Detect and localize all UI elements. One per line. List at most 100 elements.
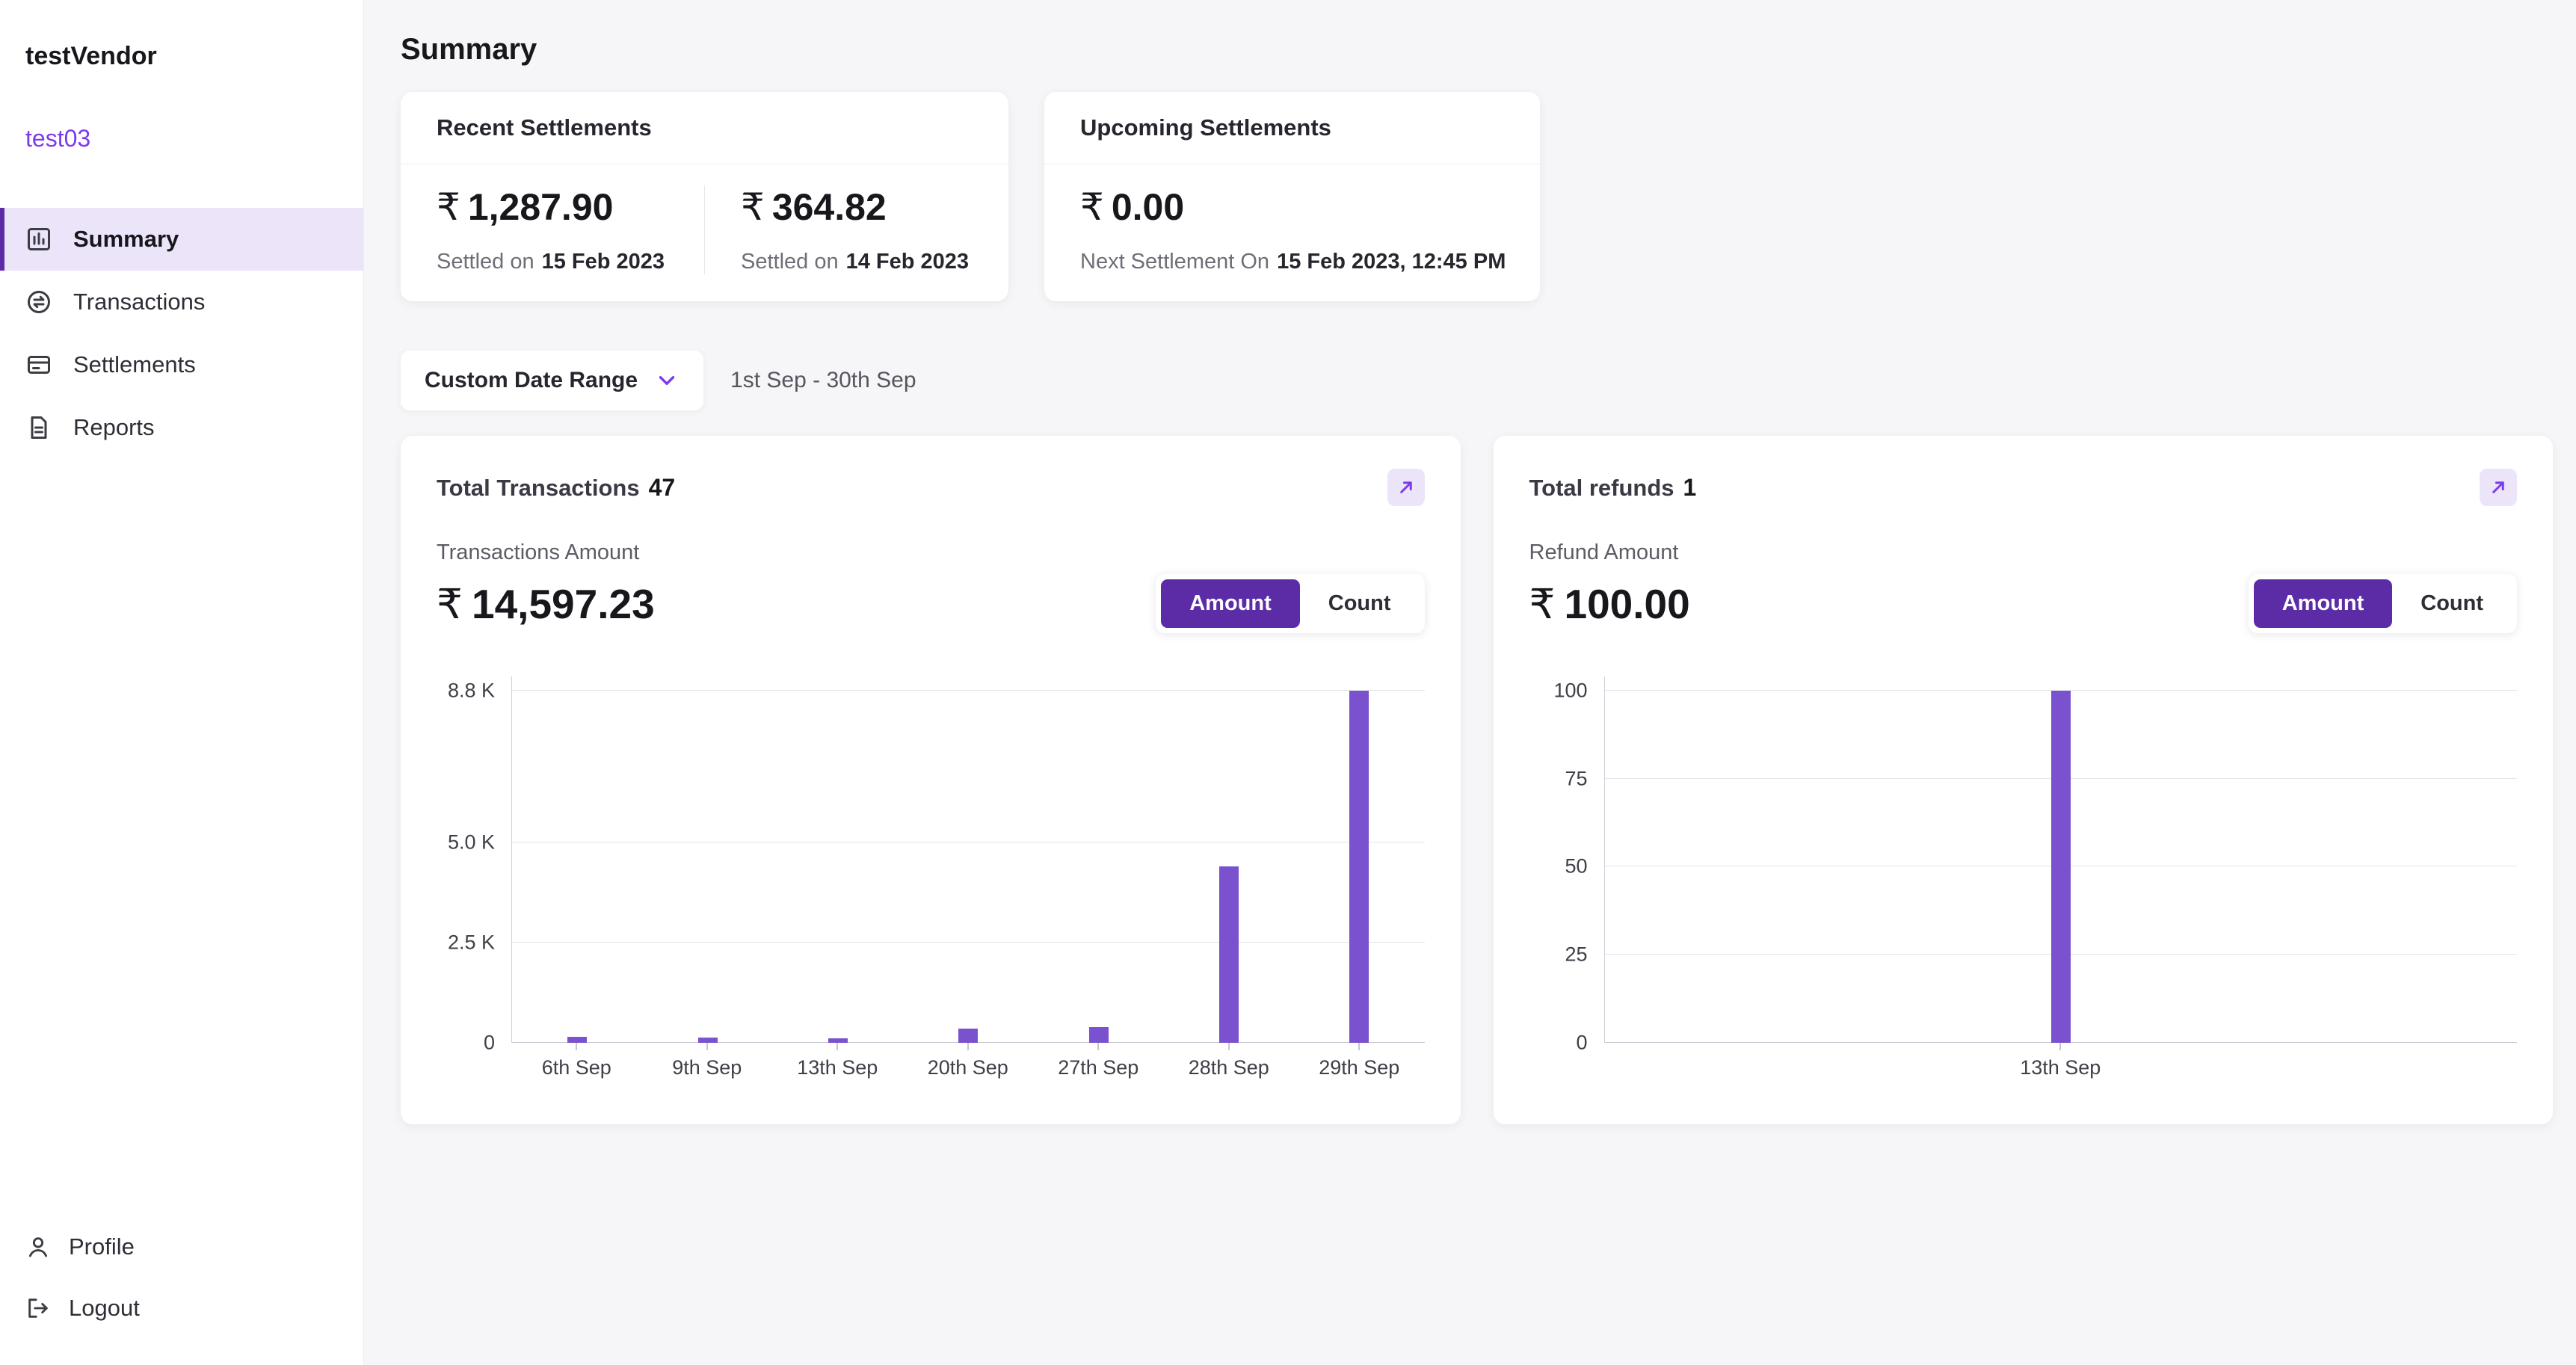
external-link-icon [1395, 476, 1417, 499]
y-tick-label: 2.5 K [447, 931, 495, 954]
date-range-dropdown[interactable]: Custom Date Range [401, 351, 704, 410]
settlement-entry: ₹1,287.90 Settled on 15 Feb 2023 [401, 185, 704, 274]
settlement-amount: ₹1,287.90 [437, 186, 614, 228]
sidebar-item-transactions[interactable]: Transactions [0, 271, 363, 333]
settlement-entry: ₹364.82 Settled on 14 Feb 2023 [705, 185, 1008, 274]
bar [567, 1036, 588, 1043]
bar [958, 1029, 979, 1043]
settlement-cards-row: Recent Settlements ₹1,287.90 Settled on 1… [401, 92, 2553, 301]
profile-button[interactable]: Profile [25, 1233, 338, 1260]
rupee-symbol: ₹ [1529, 580, 1556, 627]
gridline [512, 689, 1425, 691]
refund-amount-value: ₹100.00 [1529, 580, 1690, 627]
y-axis: 0 25 50 75 100 [1529, 677, 1604, 1053]
vendor-name: testVendor [25, 42, 157, 70]
total-transactions-card: Total Transactions 47 Transactions Amount… [401, 436, 1461, 1124]
main-content: Summary Recent Settlements ₹1,287.90 Set… [364, 0, 2576, 1365]
account-link[interactable]: test03 [25, 125, 91, 152]
rupee-symbol: ₹ [1080, 186, 1104, 228]
gridline [1604, 689, 2517, 691]
y-tick-label: 25 [1565, 943, 1588, 966]
total-refunds-card: Total refunds 1 Refund Amount ₹100.00 Amo… [1493, 436, 2553, 1124]
transactions-amount-label: Transactions Amount [437, 540, 640, 564]
refunds-bar-chart: 0 25 50 75 100 13th Sep [1529, 677, 2518, 1079]
rupee-symbol: ₹ [437, 186, 460, 228]
swap-icon [25, 289, 52, 315]
sidebar-item-settlements[interactable]: Settlements [0, 333, 363, 396]
plot-area [511, 677, 1425, 1043]
logout-icon [25, 1295, 51, 1321]
y-tick-label: 50 [1565, 854, 1588, 878]
y-tick-label: 8.8 K [447, 679, 495, 702]
bar-chart-icon [25, 226, 52, 253]
y-axis: 0 2.5 K 5.0 K 8.8 K [437, 677, 511, 1053]
document-icon [25, 414, 52, 441]
y-tick-label: 5.0 K [447, 831, 495, 854]
x-axis-labels: 13th Sep [1604, 1043, 2518, 1079]
settlement-date: Next Settlement On 15 Feb 2023, 12:45 PM [1080, 250, 1506, 274]
settlement-entry: ₹0.00 Next Settlement On 15 Feb 2023, 12:… [1044, 185, 1541, 274]
toggle-amount-button[interactable]: Amount [2253, 579, 2393, 628]
upcoming-settlements-card: Upcoming Settlements ₹0.00 Next Settleme… [1044, 92, 1540, 301]
recent-settlements-card: Recent Settlements ₹1,287.90 Settled on 1… [401, 92, 1008, 301]
charts-row: Total Transactions 47 Transactions Amount… [401, 436, 2553, 1124]
refunds-count: 1 [1683, 473, 1697, 501]
settlement-amount: ₹0.00 [1080, 186, 1185, 228]
toggle-count-button[interactable]: Count [1300, 579, 1420, 628]
sidebar-footer: Profile Logout [0, 1233, 363, 1365]
settlement-date: Settled on 14 Feb 2023 [741, 250, 970, 274]
y-tick-label: 0 [483, 1031, 495, 1054]
footer-item-label: Profile [69, 1233, 135, 1260]
x-tick-label: 13th Sep [1604, 1043, 2518, 1079]
sidebar-item-label: Reports [73, 414, 155, 440]
card-icon [25, 351, 52, 378]
bar [697, 1037, 718, 1043]
amount-count-toggle: Amount Count [2248, 574, 2517, 633]
rupee-symbol: ₹ [741, 186, 765, 228]
sidebar-item-summary[interactable]: Summary [0, 208, 363, 271]
bar [2050, 690, 2071, 1043]
date-range-text: 1st Sep - 30th Sep [730, 368, 916, 392]
date-range-label: Custom Date Range [425, 368, 638, 392]
x-tick-label: 13th Sep [772, 1043, 903, 1079]
chevron-down-icon [654, 368, 680, 393]
x-tick-label: 9th Sep [642, 1043, 773, 1079]
logout-button[interactable]: Logout [25, 1295, 338, 1322]
bar [1218, 866, 1239, 1043]
bar [1088, 1026, 1109, 1043]
sidebar-item-label: Transactions [73, 289, 206, 315]
sidebar: testVendor test03 Summary Transactions S… [0, 0, 364, 1365]
sidebar-item-label: Summary [73, 226, 179, 252]
toggle-amount-button[interactable]: Amount [1161, 579, 1300, 628]
sidebar-item-label: Settlements [73, 351, 196, 378]
refund-amount-label: Refund Amount [1529, 540, 1679, 564]
toggle-count-button[interactable]: Count [2392, 579, 2512, 628]
vertical-divider [704, 185, 705, 274]
transactions-bar-chart: 0 2.5 K 5.0 K 8.8 K 6th Sep 9th Sep 13th Sep 2… [437, 677, 1425, 1079]
person-icon [25, 1234, 51, 1260]
expand-transactions-button[interactable] [1387, 469, 1425, 506]
chart-card-title: Total refunds 1 [1529, 473, 1697, 501]
page-title: Summary [401, 33, 537, 66]
y-tick-label: 0 [1576, 1031, 1588, 1054]
x-tick-label: 6th Sep [511, 1043, 642, 1079]
transactions-count: 47 [648, 473, 676, 501]
chart-card-title: Total Transactions 47 [437, 473, 676, 501]
x-tick-label: 28th Sep [1164, 1043, 1295, 1079]
transactions-amount-value: ₹14,597.23 [437, 580, 655, 627]
bar [828, 1038, 848, 1043]
settlement-amount: ₹364.82 [741, 186, 887, 228]
expand-refunds-button[interactable] [2480, 469, 2517, 506]
bar [1349, 690, 1369, 1043]
footer-item-label: Logout [69, 1295, 140, 1321]
card-title: Upcoming Settlements [1044, 92, 1540, 164]
date-filter-row: Custom Date Range 1st Sep - 30th Sep [401, 351, 2553, 410]
y-tick-label: 100 [1553, 679, 1588, 702]
gridline [512, 942, 1425, 943]
plot-area [1603, 677, 2517, 1043]
sidebar-item-reports[interactable]: Reports [0, 396, 363, 459]
y-tick-label: 75 [1565, 767, 1588, 790]
amount-count-toggle: Amount Count [1156, 574, 1425, 633]
x-tick-label: 29th Sep [1294, 1043, 1425, 1079]
